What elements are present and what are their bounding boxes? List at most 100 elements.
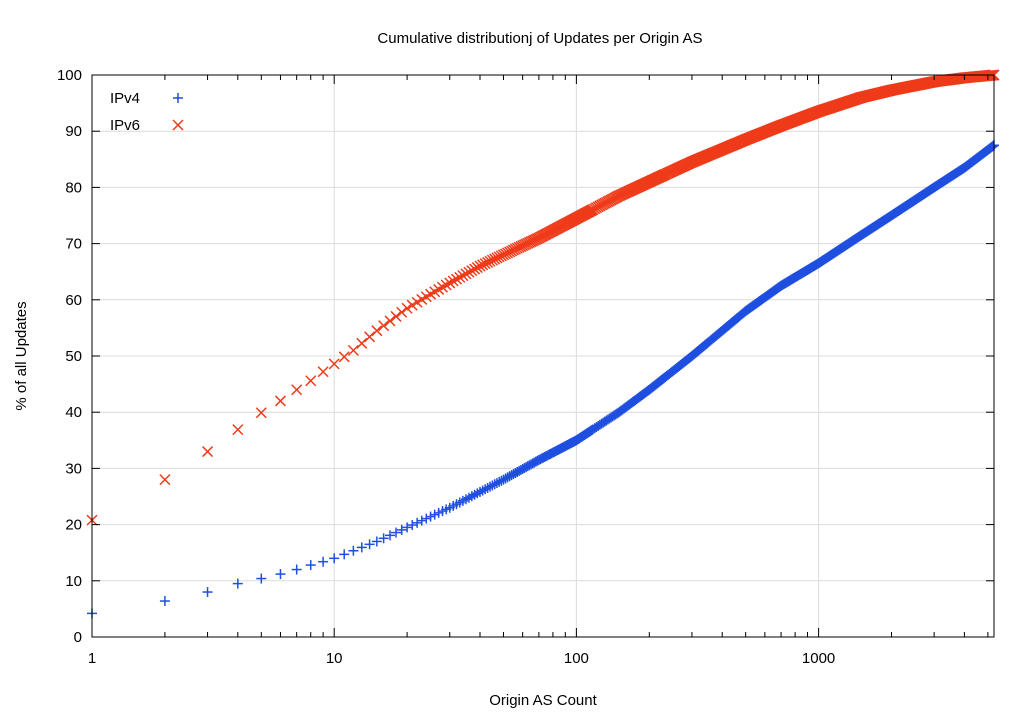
marker-stroke: [390, 310, 402, 322]
data-point: [494, 476, 505, 487]
data-point: [469, 263, 481, 275]
data-point: [401, 302, 413, 314]
data-point: [406, 299, 418, 311]
data-point: [255, 407, 267, 419]
data-point: [202, 446, 214, 458]
x-tick-label: 1000: [802, 650, 835, 667]
y-tick-label: 70: [65, 236, 82, 253]
series-ipv6: [86, 69, 1000, 526]
data-point: [489, 479, 500, 490]
marker-stroke: [291, 384, 303, 396]
grid-lines: [92, 75, 994, 637]
marker-stroke: [328, 358, 340, 370]
data-point: [384, 315, 396, 327]
data-point: [454, 271, 466, 283]
data-point: [356, 542, 367, 553]
data-point: [232, 578, 243, 589]
x-axis-label: Origin AS Count: [489, 692, 597, 709]
data-point: [457, 270, 469, 282]
data-point: [480, 484, 491, 495]
marker-stroke: [460, 268, 472, 280]
y-tick-label: 20: [65, 517, 82, 534]
marker-stroke: [378, 320, 390, 332]
marker-stroke: [347, 344, 359, 356]
marker-stroke: [454, 271, 466, 283]
legend-marker-ipv4: [173, 93, 183, 103]
axes: [91, 74, 995, 638]
x-tick-label: 1: [88, 650, 96, 667]
data-point: [487, 480, 498, 491]
data-point: [202, 587, 213, 598]
marker-stroke: [172, 119, 184, 131]
y-tick-label: 80: [65, 179, 82, 196]
data-point: [232, 424, 244, 436]
marker-stroke: [371, 325, 383, 337]
plot-frame: [91, 74, 995, 638]
data-point: [402, 522, 413, 533]
marker-stroke: [384, 315, 396, 327]
marker-stroke: [463, 266, 475, 278]
marker-stroke: [406, 299, 418, 311]
data-point: [451, 273, 463, 285]
marker-stroke: [396, 306, 408, 318]
legend-marker-ipv6: [172, 119, 184, 131]
marker-stroke: [457, 270, 469, 282]
data-point: [391, 527, 402, 538]
data-point: [317, 366, 329, 378]
data-point: [416, 515, 427, 526]
data-point: [421, 513, 432, 524]
data-point: [159, 474, 171, 486]
data-point: [256, 573, 267, 584]
data-point: [371, 325, 383, 337]
y-tick-label: 40: [65, 404, 82, 421]
marker-stroke: [338, 351, 350, 363]
data-point: [390, 310, 402, 322]
data-point: [371, 536, 382, 547]
y-tick-label: 100: [57, 67, 82, 84]
data-point: [482, 482, 493, 493]
y-tick-label: 90: [65, 123, 82, 140]
data-point: [274, 395, 286, 407]
y-tick-label: 0: [74, 629, 82, 646]
marker-stroke: [305, 375, 317, 387]
data-point: [485, 481, 496, 492]
data-point: [356, 337, 368, 349]
marker-stroke: [356, 337, 368, 349]
data-point: [305, 375, 317, 387]
marker-stroke: [159, 474, 171, 486]
marker-stroke: [317, 366, 329, 378]
marker-stroke: [447, 275, 459, 287]
data-point: [496, 475, 507, 486]
data-point: [447, 275, 459, 287]
legend: IPv4 IPv6: [110, 90, 184, 134]
x-tick-label: 100: [564, 650, 589, 667]
data-point: [477, 485, 488, 496]
data-point: [291, 564, 302, 575]
data-point: [328, 358, 340, 370]
chart-title: Cumulative distributionj of Updates per …: [377, 30, 702, 47]
data-point: [407, 520, 418, 531]
data-point: [291, 384, 303, 396]
data-point: [378, 320, 390, 332]
data-point: [305, 560, 316, 571]
data-point: [378, 533, 389, 544]
marker-stroke: [471, 262, 483, 274]
data-point: [159, 596, 170, 607]
legend-label-ipv6: IPv6: [110, 117, 140, 134]
x-tick-label: 10: [326, 650, 343, 667]
y-tick-label: 60: [65, 292, 82, 309]
y-tick-label: 30: [65, 460, 82, 477]
y-tick-label: 10: [65, 573, 82, 590]
data-point: [412, 517, 423, 528]
series-ipv4: [87, 140, 999, 619]
data-point: [498, 474, 509, 485]
series-layer: [86, 69, 1000, 619]
marker-stroke: [202, 446, 214, 458]
marker-stroke: [232, 424, 244, 436]
data-point: [463, 266, 475, 278]
y-tick-label: 50: [65, 348, 82, 365]
legend-label-ipv4: IPv4: [110, 90, 140, 107]
data-point: [339, 549, 350, 560]
